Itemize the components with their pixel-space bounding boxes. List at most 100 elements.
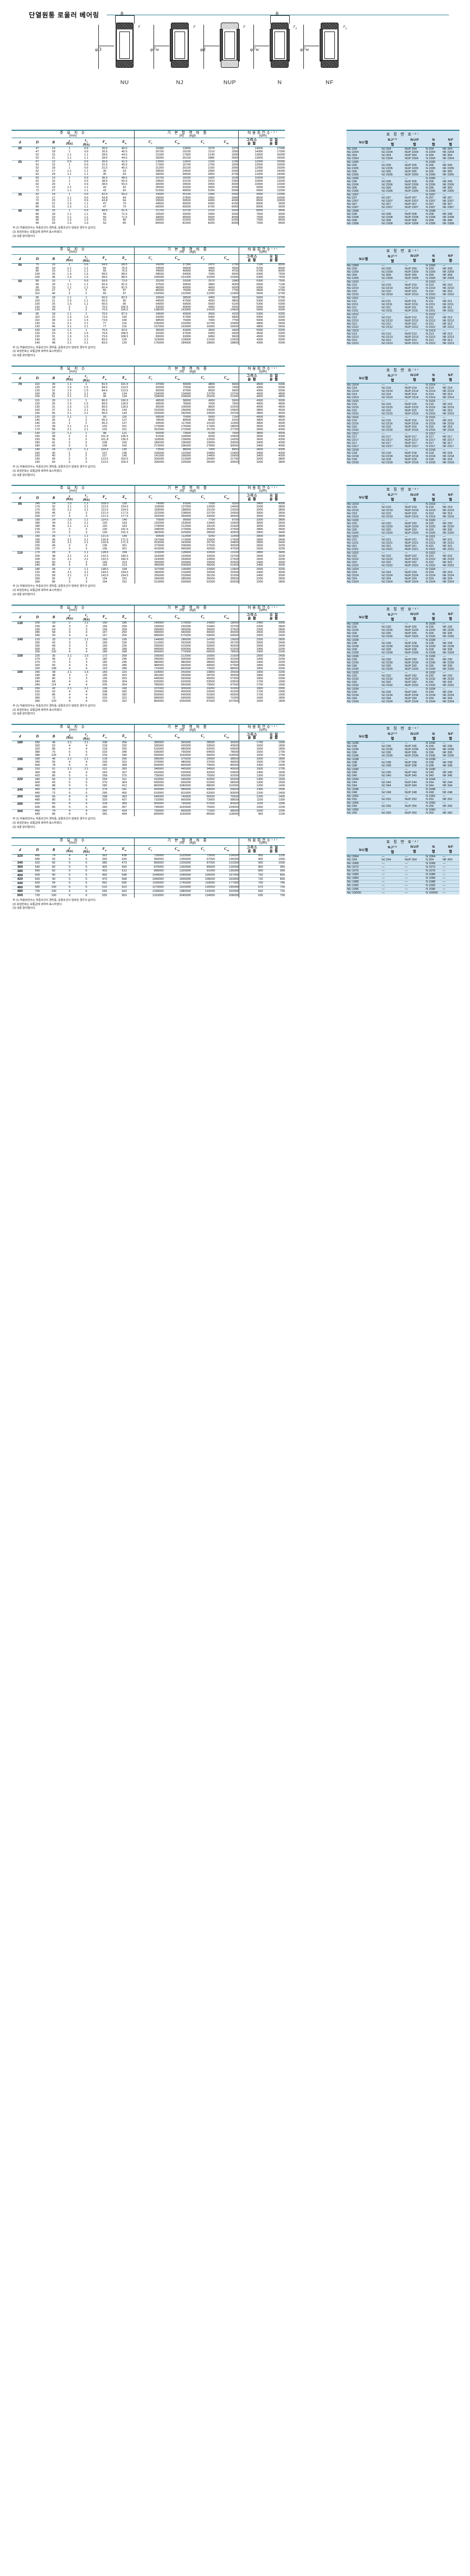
designation-row[interactable]: NU 311 NJ 311 NUP 311 N 311 NF 311 (346, 306, 459, 309)
table-row[interactable]: 100 36 1.5 1.5 58.5 88.5 100000 101000 10200 1030… (12, 276, 285, 280)
designation-row[interactable]: NU 1024— — N 1024— (346, 567, 459, 572)
designation-row[interactable]: NU 313 NJ 313 NUP 313 N 313 NF 313 (346, 338, 459, 342)
designation-row[interactable]: NU 1072— — N 1072— (346, 865, 459, 869)
designation-row[interactable]: NU 2208 NJ 2208 NUP 2208 N 2208 NF 2208 (346, 216, 459, 219)
designation-row[interactable]: NU 2321 NJ 2321 NUP 2321 N 2321 NF 2321 (346, 548, 459, 552)
designation-row[interactable]: NU 1016— — N 1016— (346, 416, 459, 419)
designation-row[interactable]: NU 1026— — N 1026— (346, 622, 459, 626)
table-row[interactable]: 85 130 22 1.1 1 98 121 60000 73500 6100 7500 3800 45… (12, 432, 285, 436)
table-row[interactable]: 160 55 2.1 2.1 95.5 143 226000 242000 23000 24700… (12, 412, 285, 416)
designation-row[interactable]: NU 207 NJ 207 NUP 207 N 207 NF 207 (346, 196, 459, 200)
designation-row[interactable]: NU 2207 NJ 2207 NUP 2207 N 2207 NF 2207 (346, 200, 459, 203)
table-row[interactable]: 80 23 1.1 1.1 50 71.5 44000 45000 4500 4600 7500 90… (12, 216, 285, 220)
designation-row[interactable]: NU 307 NJ 307 NUP 307 N 307 NF 307 (346, 203, 459, 206)
designation-row[interactable]: NU 204 NJ 204 NUP 204 N 204 NF 204 (346, 147, 459, 151)
designation-row[interactable]: NU 2217 NJ 2217 NUP 2217 N 2217 NF 2217 (346, 438, 459, 442)
designation-row[interactable]: NU 1014— — N 1014— (346, 383, 459, 387)
designation-row[interactable]: NU 2319 NJ 2319 NUP 2319 N 2319 NF 2319 (346, 515, 459, 519)
designation-row[interactable]: NU 1028— — N 1028— (346, 638, 459, 642)
table-row[interactable]: 580 92 5 5 390 530 950000 1330000 97000 136000 900… (12, 858, 285, 861)
table-row[interactable]: 220 340 56 3 3 254 311 410000 545000 42000 55500 14… (12, 777, 285, 782)
designation-row[interactable]: NU 312 NJ 312 NUP 312 N 312 NF 312 (346, 322, 459, 326)
table-row[interactable]: 150 36 2 2 101.8 136.5 118000 139000 12000 14200 3… (12, 438, 285, 442)
designation-row[interactable]: NU 2218 NJ 2218 NUP 2218 N 2218 NF 2218 (346, 454, 459, 458)
table-row[interactable]: 380 126 5 5 233 340 930000 1160000 95000 118000 15… (12, 754, 285, 758)
table-row[interactable]: 130 31 2.1 2.1 77 116 105000 102000 10700 10400 48… (12, 322, 285, 326)
designation-row[interactable]: NU 208 NJ 208 NUP 208 N 208 NF 208 (346, 213, 459, 216)
table-row[interactable]: 170 260 42 2.1 2.1 196 240 237000 305000 24200 310… (12, 687, 285, 691)
table-row[interactable]: 225 77 3 3 136 201 410000 465000 42000 47500 2600 3… (12, 547, 285, 552)
designation-row[interactable]: NU 2305 NJ 2305 NUP 2305 N 2305 NF 2305 (346, 173, 459, 177)
designation-row[interactable]: NU 316 NJ 316 NUP 316 N 316 NF 316 (346, 425, 459, 429)
designation-row[interactable]: NU 230 NJ 230 NUP 230 N 230 NF 230 (346, 658, 459, 661)
table-row[interactable]: 160 40 2 2 107 145 141000 166000 14400 16900 3400 4… (12, 455, 285, 459)
designation-row[interactable]: NU 1088— — N 1088— (346, 880, 459, 884)
table-row[interactable]: 360 120 4 4 220 322 850000 1050000 87000 107000 16… (12, 700, 285, 703)
designation-row[interactable]: NU 264 NJ 264 NUP 264 N 264 NF 264 (346, 858, 459, 862)
table-row[interactable]: 340 114 4 4 205 304 780000 950000 79500 97000 1700… (12, 683, 285, 688)
table-row[interactable]: 80 31 1.5 1.1 47 70 66000 65500 6750 6650 8000 9500 (12, 205, 285, 210)
designation-row[interactable]: NU 305 NJ 305 NUP 305 N 305 NF 305 (346, 170, 459, 173)
designation-row[interactable]: NU 2220 NJ 2220 NUP 2220 N 2220 NF 2220 (346, 525, 459, 529)
designation-row[interactable]: NU 2322 NJ 2322 NUP 2322 N 2322 NF 2322 (346, 564, 459, 568)
designation-row[interactable]: NU 310 NJ 310 NUP 310 N 310 NF 310 (346, 289, 459, 293)
designation-row[interactable]: NU 217 NJ 217 NUP 217 N 217 NF 217 (346, 435, 459, 439)
table-row[interactable]: 360 540 82 5 5 405 493 870000 1260000 89000 129000… (12, 865, 285, 870)
designation-row[interactable]: NU 206 NJ 206 NUP 206 N 206 NF 206 (346, 180, 459, 183)
designation-row[interactable]: NU 226 NJ 226 NUP 226 N 226 NF 226 (346, 625, 459, 629)
table-row[interactable]: 400 78 5 5 245 358 690000 840000 70500 86000 1400 1… (12, 764, 285, 768)
table-row[interactable]: 100 150 24 1.5 1.1 114.5 140 75500 95000 7700 9700… (12, 518, 285, 523)
designation-row[interactable]: NU 218 NJ 218 NUP 218 N 218 NF 218 (346, 451, 459, 455)
designation-row[interactable]: NU 317 NJ 317 NUP 317 N 317 NF 317 (346, 441, 459, 445)
table-row[interactable]: 160 30 2 2 107 145 106000 122000 10800 12400 3400 4… (12, 452, 285, 455)
designation-row[interactable]: NU 1080— — N 1080— (346, 872, 459, 877)
table-row[interactable]: 320 65 4 4 193 286 480000 560000 49000 57000 1800 2… (12, 664, 285, 668)
table-row[interactable]: 140 33 2 2 95.3 127 99500 117000 10100 11900 3800 4… (12, 422, 285, 425)
table-row[interactable]: 200 53 2.1 2.1 132.5 180.5 224000 269000 22800 27… (12, 558, 285, 562)
table-row[interactable]: 180 34 2.1 2.1 120 163 132000 153000 13400 15600 3… (12, 522, 285, 526)
designation-row[interactable]: NU 332 NJ 332 NUP 332 N 332 NF 332 (346, 680, 459, 684)
designation-row[interactable]: NU 1019— — N 1019— (346, 502, 459, 506)
table-row[interactable]: 140 210 33 2 1.1 160 195 144000 186000 14700 19000… (12, 638, 285, 642)
designation-row[interactable]: NU 214 NJ 214 NUP 214 N 214 NF 214 (346, 386, 459, 390)
table-row[interactable]: 80 21 1.5 1.1 47 70 44500 40500 4550 4150 8000 9500 (12, 202, 285, 206)
table-row[interactable]: 190 36 2.1 2.1 126.8 171.5 147000 172000 15000 17… (12, 538, 285, 542)
designation-row[interactable]: NU 1068— — N 1068— (346, 861, 459, 866)
designation-row[interactable]: NU 330 NJ 330 NUP 330 N 330 NF 330 (346, 664, 459, 668)
table-row[interactable]: 72 23 1.1 0.6 43.8 64 39500 39500 4000 4000 8500 10… (12, 200, 285, 203)
table-row[interactable]: 130 200 33 2 1.1 150 185 140000 176000 14300 18000… (12, 621, 285, 626)
designation-row[interactable]: NU 256 NJ 256 NUP 256 N 256 NF 256 (346, 805, 459, 808)
table-row[interactable]: 55 90 18 1.1 1 65.5 82.5 33500 38500 3400 3900 5600… (12, 296, 285, 300)
designation-row[interactable]: NU 334 NJ 334 NUP 334 N 334 NF 334 (346, 697, 459, 700)
designation-row[interactable]: NU 236 NJ 236 NUP 236 N 236 NF 236 (346, 745, 459, 749)
designation-row[interactable]: NU 328 NJ 328 NUP 328 N 328 NF 328 (346, 648, 459, 651)
designation-row[interactable]: NU 2317 NJ 2317 NUP 2317 N 2317 NF 2317 (346, 444, 459, 449)
table-row[interactable]: 260 55 3 3 154 231 345000 385000 35000 39500 2200 2… (12, 577, 285, 581)
designation-row[interactable]: NU 2308 NJ 2308 NUP 2308 N 2308 NF 2308 (346, 222, 459, 225)
designation-row[interactable]: NU 248 NJ 248 NUP 248 N 248 NF 248 (346, 791, 459, 795)
designation-row[interactable]: NU 240 NJ 240 NUP 240 N 240 NF 240 (346, 771, 459, 775)
designation-row[interactable]: NU 1048— — N 1048— (346, 787, 459, 792)
designation-row[interactable]: NU 205 NJ 205 NUP 205 N 205 NF 205 (346, 164, 459, 167)
table-row[interactable]: 215 73 3 3 130 191.5 380000 425000 38500 43500 280… (12, 531, 285, 535)
designation-row[interactable]: NU 2226 NJ 2226 NUP 2226 N 2226 NF 2226 (346, 628, 459, 632)
designation-row[interactable]: NU 1092— — N 1092— (346, 884, 459, 888)
table-row[interactable]: 100 25 1.5 1.5 58.5 88.5 68500 64000 7000 6550 630… (12, 273, 285, 277)
table-row[interactable]: 180 46 2.1 2.1 120 163 178000 212000 18100 21600 3… (12, 525, 285, 529)
table-row[interactable]: 80 18 1.1 1.1 50 71.5 32500 32000 3300 3250 7500 90… (12, 213, 285, 216)
designation-row[interactable]: NU 1009— — N 1009— (346, 264, 459, 267)
designation-row[interactable]: NU 1015— — N 1015— (346, 399, 459, 403)
table-row[interactable]: 460 88 5 5 282 412 860000 1080000 88000 110000 120… (12, 784, 285, 788)
designation-row[interactable]: NU 1011— — N 1011— (346, 296, 459, 300)
table-row[interactable]: 310 52 4 4 208 282 320000 405000 32500 41500 1700 1… (12, 690, 285, 694)
designation-row[interactable]: NU 212 NJ 212 NUP 212 N 212 NF 212 (346, 316, 459, 319)
table-row[interactable]: 120 29 2 2 70.5 106.5 93000 90500 9450 9250 5000 60… (12, 306, 285, 309)
table-row[interactable]: 62 17 1.1 1.1 35 53 28500 24500 2900 2500 11000 140… (12, 170, 285, 173)
table-row[interactable]: 500 80 5 5 340 457 740000 1020000 75500 104000 100… (12, 806, 285, 810)
table-row[interactable]: 340 520 82 5 5 385 473 850000 1200000 87000 122000… (12, 861, 285, 866)
designation-row[interactable]: NU 324 NJ 324 NUP 324 N 324 NF 324 (346, 577, 459, 581)
table-row[interactable]: 72 27 1.1 1.1 42 62 51500 49000 5250 5000 9000 1100… (12, 189, 285, 193)
designation-row[interactable]: NU 340 NJ 340 NUP 340 N 340 NF 340 (346, 774, 459, 778)
designation-row[interactable]: NU 1034— — N 1034— (346, 687, 459, 691)
designation-row[interactable]: NU 2336 NJ 2336 NUP 2336 N 2336 NF 2336 (346, 754, 459, 758)
